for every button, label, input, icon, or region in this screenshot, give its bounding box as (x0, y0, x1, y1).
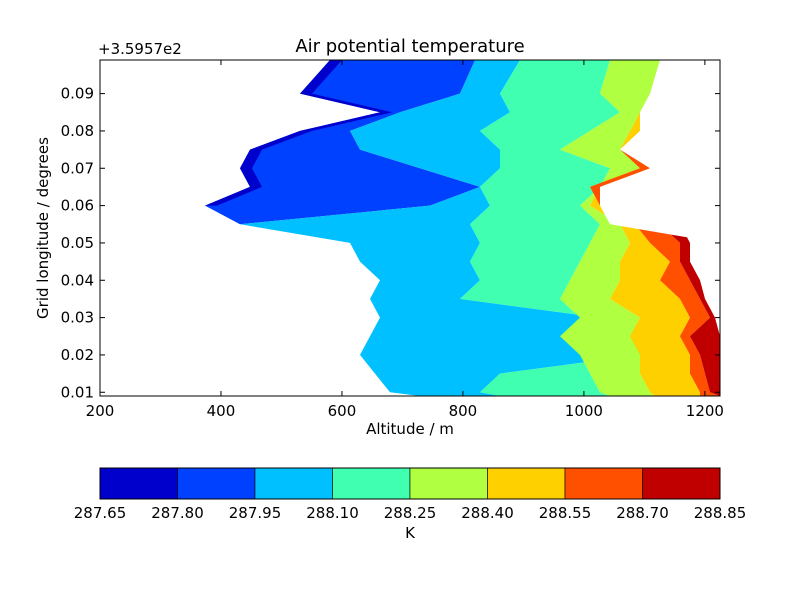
x-axis-label: Altitude / m (366, 420, 454, 438)
colorbar-frame (99, 467, 721, 500)
colorbar-tick-label: 288.40 (461, 504, 514, 522)
colorbar-tick-label: 288.85 (694, 504, 747, 522)
colorbar-tick-label: 288.10 (306, 504, 359, 522)
y-tick-label: 0.08 (61, 122, 94, 140)
colorbar-tick-label: 287.95 (229, 504, 282, 522)
y-tick-label: 0.07 (61, 159, 94, 177)
colorbar-label: K (405, 524, 416, 542)
contour-band-lowest (205, 60, 392, 206)
colorbar-swatch (254, 467, 333, 500)
y-tick-label: 0.05 (61, 234, 94, 252)
colorbar-tick-label: 288.25 (384, 504, 437, 522)
colorbar-swatch (642, 467, 721, 500)
colorbar-tick-label: 287.80 (151, 504, 204, 522)
colorbar-swatch (332, 467, 411, 500)
x-ticks: 200 400 600 800 1000 1200 (86, 60, 724, 420)
y-ticks: 0.01 0.02 0.03 0.04 0.05 0.06 0.07 0.08 0.09 (61, 85, 720, 401)
y-tick-label: 0.01 (61, 383, 94, 401)
x-tick-label: 1200 (686, 402, 724, 420)
colorbar-swatch (487, 467, 566, 500)
plot-frame (99, 59, 721, 397)
contour-band (460, 60, 700, 396)
y-axis-label: Grid longitude / degrees (34, 137, 52, 319)
y-tick-label: 0.03 (61, 309, 94, 327)
x-tick-label: 400 (207, 402, 236, 420)
y-tick-label: 0.06 (61, 197, 94, 215)
colorbar-tick-label: 288.70 (616, 504, 669, 522)
colorbar: 287.65 287.80 287.95 288.10 288.25 288.40 288.… (74, 467, 747, 522)
y-tick-label: 0.09 (61, 85, 94, 103)
no-data-region (600, 60, 720, 396)
y-tick-label: 0.04 (61, 271, 94, 289)
y-offset-label: +3.5957e2 (98, 40, 182, 58)
chart-title: Air potential temperature (295, 36, 524, 57)
contour-band (560, 60, 660, 396)
colorbar-swatch (99, 467, 178, 500)
y-tick-label: 0.02 (61, 346, 94, 364)
contour-plot-area (100, 60, 720, 396)
colorbar-tick-label: 288.55 (539, 504, 592, 522)
contour-band (240, 60, 700, 396)
x-tick-label: 600 (328, 402, 357, 420)
x-tick-label: 1000 (565, 402, 603, 420)
colorbar-swatch (177, 467, 256, 500)
colorbar-tick-label: 287.65 (74, 504, 127, 522)
colorbar-swatch (564, 467, 643, 500)
x-tick-label: 800 (449, 402, 478, 420)
colorbar-swatch (409, 467, 488, 500)
contour-band (590, 60, 700, 396)
x-tick-label: 200 (86, 402, 115, 420)
